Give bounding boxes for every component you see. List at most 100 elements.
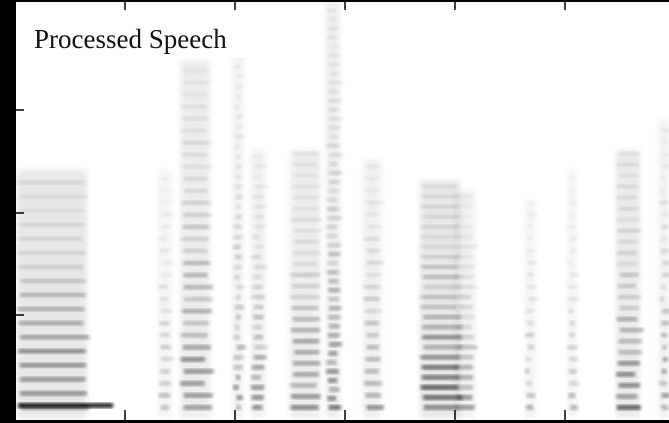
harmonic xyxy=(424,285,460,289)
page: {"title": "Processed Speech"} Processed … xyxy=(0,0,669,423)
harmonic xyxy=(183,345,211,350)
harmonic xyxy=(254,265,267,269)
harmonic xyxy=(366,261,384,265)
harmonic xyxy=(184,285,214,289)
harmonic xyxy=(17,307,84,311)
harmonic xyxy=(328,54,339,57)
harmonic xyxy=(660,189,664,192)
harmonic xyxy=(291,394,321,399)
harmonic xyxy=(159,381,170,386)
harmonic xyxy=(568,189,573,192)
harmonic xyxy=(459,385,473,390)
harmonic xyxy=(328,288,340,292)
harmonic xyxy=(619,339,643,343)
harmonic xyxy=(329,351,338,356)
harmonic xyxy=(18,237,82,241)
harmonic xyxy=(617,218,641,222)
harmonic xyxy=(159,249,170,253)
harmonic xyxy=(235,145,239,149)
harmonic xyxy=(293,361,321,366)
harmonic xyxy=(20,363,86,368)
harmonic xyxy=(161,345,171,349)
harmonic xyxy=(568,297,578,301)
harmonic xyxy=(329,306,341,310)
harmonic xyxy=(661,249,669,253)
harmonic xyxy=(327,270,340,274)
harmonic xyxy=(162,261,175,265)
harmonic xyxy=(421,385,459,390)
harmonic xyxy=(620,328,644,332)
harmonic xyxy=(18,265,83,269)
harmonic xyxy=(254,245,264,249)
harmonic xyxy=(18,349,86,353)
title: Processed Speech xyxy=(34,24,227,54)
harmonic xyxy=(459,315,475,319)
harmonic xyxy=(183,81,211,84)
harmonic xyxy=(181,93,208,96)
harmonic xyxy=(233,385,238,390)
harmonic xyxy=(660,297,665,301)
harmonic xyxy=(367,225,382,229)
harmonic xyxy=(293,317,320,321)
harmonic xyxy=(255,165,267,168)
harmonic xyxy=(236,195,243,199)
harmonic xyxy=(458,395,472,400)
harmonic xyxy=(160,369,170,374)
harmonic xyxy=(236,205,240,209)
harmonic xyxy=(182,117,209,120)
harmonic xyxy=(329,45,339,48)
harmonic xyxy=(183,261,210,265)
harmonic xyxy=(251,255,261,259)
harmonic xyxy=(328,27,338,30)
harmonic xyxy=(662,261,669,265)
harmonic xyxy=(420,355,459,359)
harmonic xyxy=(234,65,240,68)
harmonic xyxy=(233,355,243,360)
harmonic xyxy=(661,225,667,229)
harmonic xyxy=(292,163,317,166)
harmonic xyxy=(159,393,171,398)
harmonic xyxy=(252,405,262,410)
harmonic xyxy=(180,381,205,386)
harmonic xyxy=(159,201,173,204)
harmonic xyxy=(254,215,264,218)
harmonic xyxy=(19,321,83,325)
harmonic xyxy=(329,324,340,329)
harmonic xyxy=(421,295,456,299)
harmonic xyxy=(329,342,342,347)
harmonic xyxy=(366,333,378,337)
harmonic xyxy=(326,144,339,148)
harmonic xyxy=(456,365,473,370)
harmonic xyxy=(291,328,321,332)
harmonic xyxy=(329,387,339,392)
harmonic xyxy=(661,321,669,325)
harmonic xyxy=(459,205,474,208)
harmonic xyxy=(525,309,534,313)
harmonic xyxy=(616,372,635,377)
harmonic xyxy=(183,321,209,325)
harmonic xyxy=(290,295,320,299)
harmonic xyxy=(253,315,263,319)
harmonic xyxy=(160,333,170,337)
harmonic xyxy=(421,205,459,208)
harmonic xyxy=(236,375,241,380)
harmonic xyxy=(366,165,380,168)
harmonic xyxy=(617,262,638,266)
harmonic xyxy=(617,185,638,188)
harmonic xyxy=(236,215,241,219)
harmonic xyxy=(616,394,637,399)
harmonic xyxy=(160,309,172,313)
harmonic xyxy=(326,360,337,365)
harmonic xyxy=(659,201,668,205)
harmonic xyxy=(569,333,574,337)
harmonic xyxy=(182,309,212,313)
harmonic xyxy=(237,285,244,289)
harmonic xyxy=(567,177,573,180)
harmonic xyxy=(235,305,245,309)
harmonic xyxy=(254,355,267,360)
harmonic xyxy=(234,365,244,370)
energy-band xyxy=(363,160,381,418)
harmonic xyxy=(662,153,669,156)
harmonic xyxy=(292,218,322,222)
harmonic xyxy=(527,393,536,398)
